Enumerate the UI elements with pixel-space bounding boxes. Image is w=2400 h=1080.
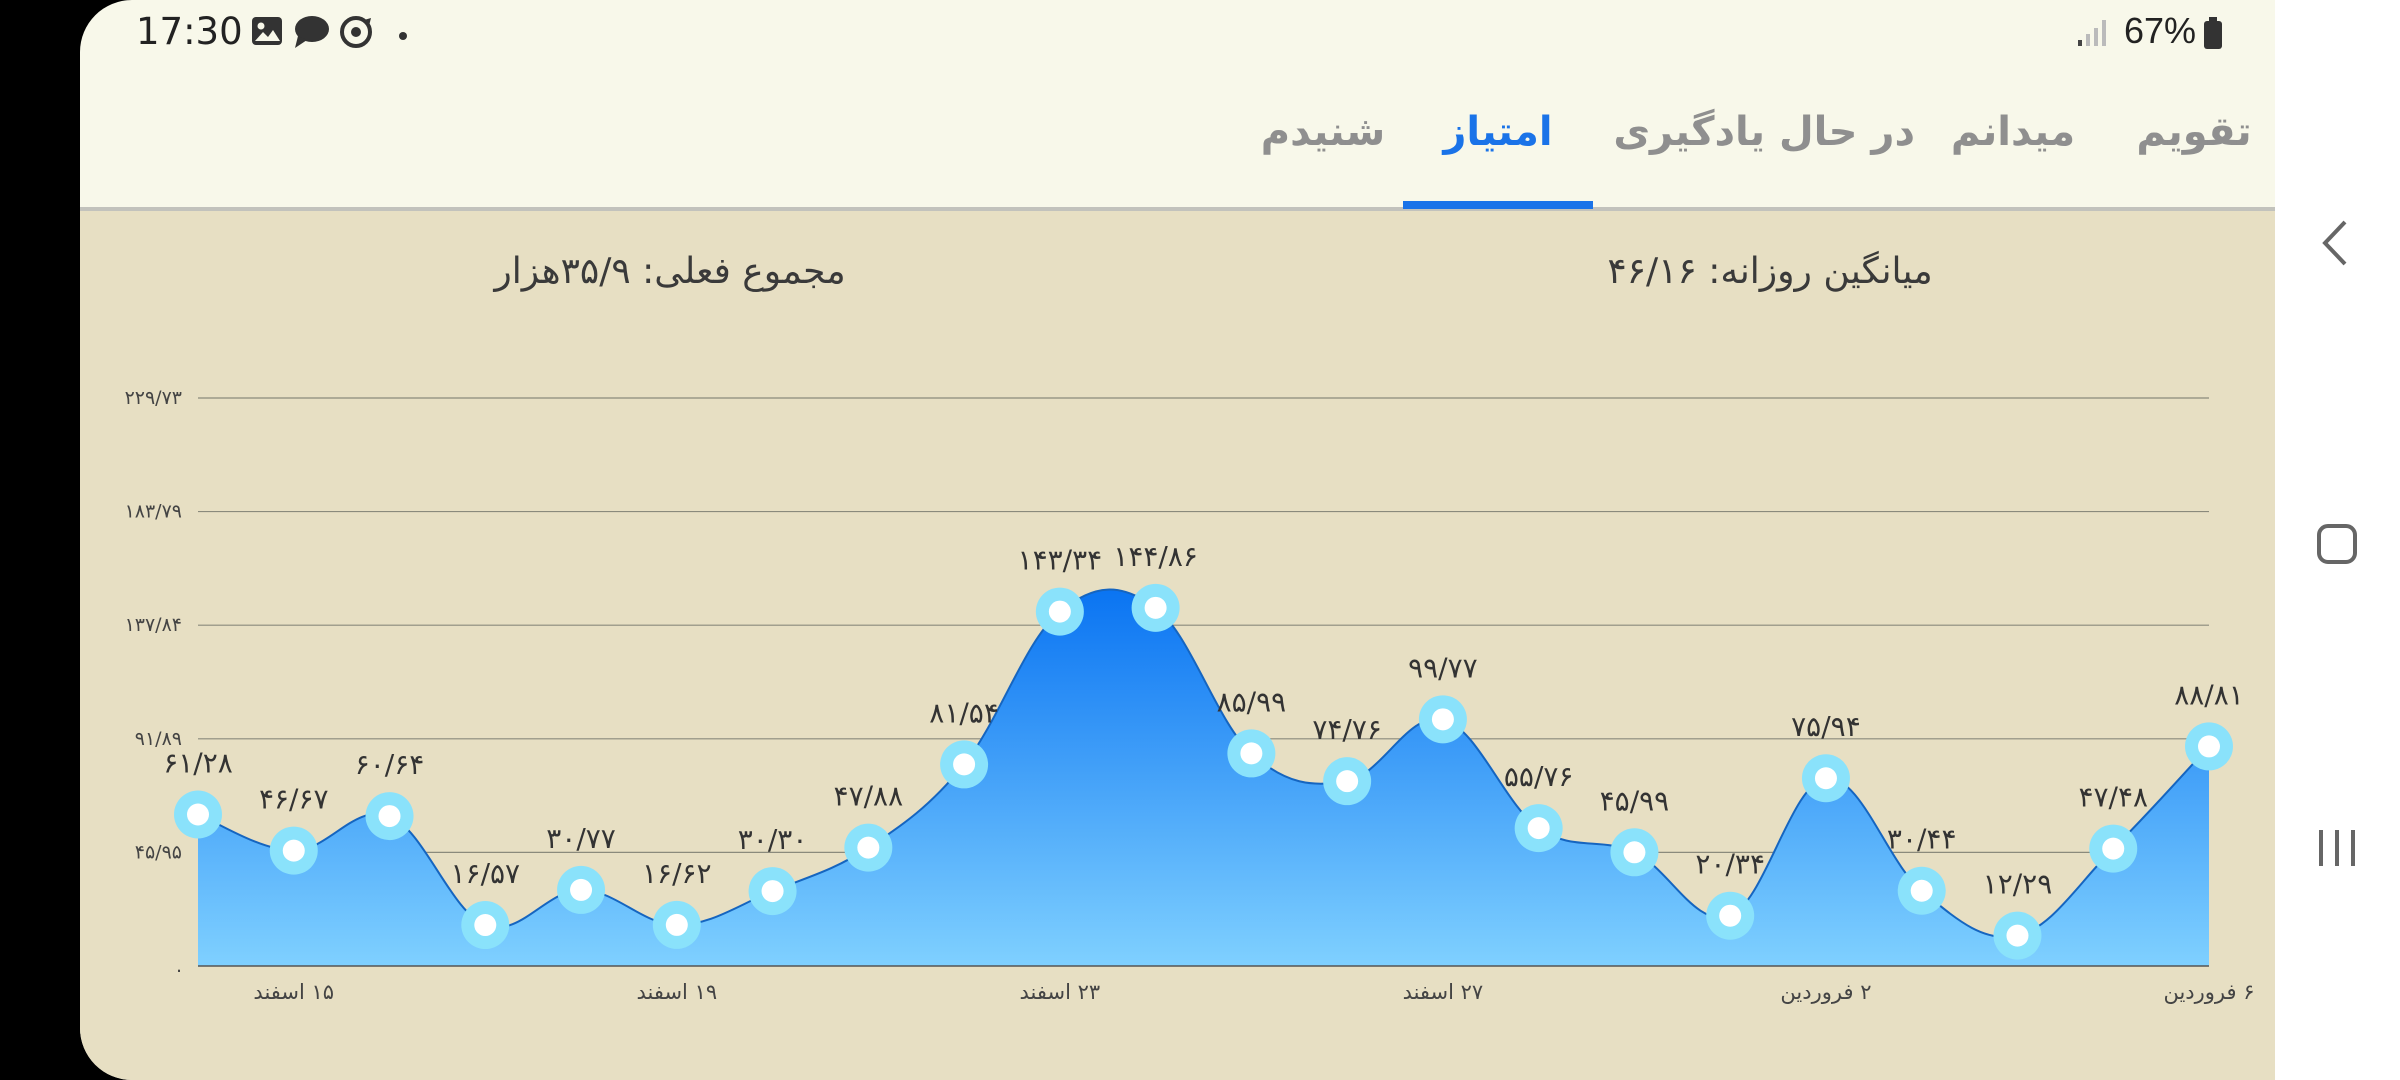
status-clock: 17:30: [136, 10, 243, 53]
data-label: ۸۱/۵۴: [929, 696, 999, 729]
battery-percent: 67%: [2124, 10, 2197, 51]
data-point: [1719, 904, 1742, 927]
data-label: ۷۵/۹۴: [1791, 710, 1861, 743]
area-fill: [198, 589, 2209, 966]
score-chart: . ۴۵/۹۵ ۹۱/۸۹ ۱۳۷/۸۴ ۱۸۳/۷۹ ۲۲۹/۷۳ ۱۵ اسفند ۱۹ …: [125, 387, 2255, 1004]
data-point: [1048, 600, 1071, 623]
tab-bar: تقویم میدانم در حال یادگیری امتیاز شنیدم: [80, 64, 2275, 209]
y-tick-label: ۹۱/۸۹: [135, 728, 182, 750]
tab-known[interactable]: میدانم: [1950, 109, 2076, 155]
data-label: ۶۰/۶۴: [355, 748, 425, 781]
y-tick-label: ۲۲۹/۷۳: [125, 387, 182, 409]
data-label: ۴۵/۹۹: [1600, 784, 1670, 817]
data-point: [282, 839, 305, 862]
data-label: ۷۴/۷۶: [1312, 713, 1382, 746]
sync-icon: [338, 14, 374, 54]
y-tick-label: ۱۸۳/۷۹: [125, 501, 182, 523]
data-label: ۱۴۳/۳۴: [1018, 544, 1103, 577]
x-tick-label: ۲ فروردین: [1780, 980, 1871, 1004]
data-point: [378, 805, 401, 828]
data-label: ۶۱/۲۸: [163, 746, 233, 779]
y-tick-label: .: [176, 955, 182, 977]
data-point: [2102, 837, 2125, 860]
x-tick-label: ۱۵ اسفند: [253, 980, 334, 1004]
data-label: ۱۶/۶۲: [642, 857, 712, 890]
data-point: [1431, 708, 1454, 731]
data-point: [2198, 735, 2220, 758]
data-label: ۴۷/۸۸: [834, 780, 904, 813]
home-square-icon[interactable]: [2315, 522, 2359, 570]
back-chevron-icon[interactable]: [2315, 218, 2355, 272]
recents-icon[interactable]: [2315, 826, 2359, 874]
data-label: ۴۶/۶۷: [259, 783, 329, 816]
signal-icon: [2076, 16, 2110, 52]
data-point: [665, 913, 688, 936]
tab-score[interactable]: امتیاز: [1443, 109, 1553, 155]
data-label: ۸۵/۹۹: [1217, 685, 1287, 718]
data-point: [1527, 817, 1550, 840]
tab-heard[interactable]: شنیدم: [1260, 109, 1386, 155]
tab-calendar[interactable]: تقویم: [2136, 109, 2252, 155]
x-tick-label: ۱۹ اسفند: [636, 980, 717, 1004]
app-screen: 17:30 67% تقویم میدانم در حال یادگیری ام…: [80, 0, 2275, 1080]
y-tick-label: ۴۵/۹۵: [135, 841, 182, 863]
data-point: [1240, 742, 1263, 765]
data-point: [1814, 767, 1837, 790]
data-point: [1144, 596, 1167, 619]
daily-average-label: میانگین روزانه: ۴۶/۱۶: [1607, 251, 1933, 292]
data-point: [570, 878, 593, 901]
y-tick-label: ۱۳۷/۸۴: [125, 614, 182, 636]
status-bar: 17:30 67%: [80, 0, 2275, 64]
data-point: [761, 880, 784, 903]
current-total-label: مجموع فعلی: ۳۵/۹هزار: [494, 251, 846, 292]
data-label: ۳۰/۴۴: [1887, 823, 1957, 856]
navigation-bar: [2275, 0, 2400, 1080]
data-point: [2006, 924, 2029, 947]
data-label: ۱۲/۲۹: [1983, 868, 2053, 901]
data-point: [953, 753, 976, 776]
chart-panel: میانگین روزانه: ۴۶/۱۶ مجموع فعلی: ۳۵/۹هز…: [80, 211, 2275, 1080]
data-label: ۳۰/۳۰: [738, 823, 808, 856]
data-point: [187, 803, 209, 826]
data-point: [1336, 770, 1359, 793]
x-tick-label: ۶ فروردین: [2163, 980, 2254, 1004]
x-tick-label: ۲۷ اسفند: [1403, 980, 1484, 1004]
data-label: ۴۷/۴۸: [2078, 781, 2148, 814]
dot-icon: [398, 26, 408, 45]
data-label: ۵۵/۷۶: [1504, 760, 1574, 793]
data-point: [1910, 879, 1933, 902]
data-label: ۱۴۴/۸۶: [1113, 540, 1198, 573]
data-point: [474, 914, 497, 937]
data-label: ۱۶/۵۷: [450, 857, 520, 890]
area-line: [197, 588, 2210, 938]
data-label: ۸۸/۸۱: [2174, 678, 2244, 711]
chat-bubble-icon: [292, 14, 330, 54]
tab-bar-divider: [80, 207, 2275, 211]
data-point: [1623, 841, 1646, 864]
x-tick-label: ۲۳ اسفند: [1020, 980, 1101, 1004]
data-point: [857, 836, 880, 859]
tab-learning[interactable]: در حال یادگیری: [1613, 109, 1915, 155]
battery-icon: [2202, 16, 2224, 54]
image-icon: [250, 14, 284, 52]
active-tab-indicator: [1403, 201, 1593, 209]
data-label: ۹۹/۷۷: [1408, 651, 1478, 684]
data-label: ۳۰/۷۷: [546, 822, 616, 855]
data-label: ۲۰/۳۴: [1695, 848, 1765, 881]
